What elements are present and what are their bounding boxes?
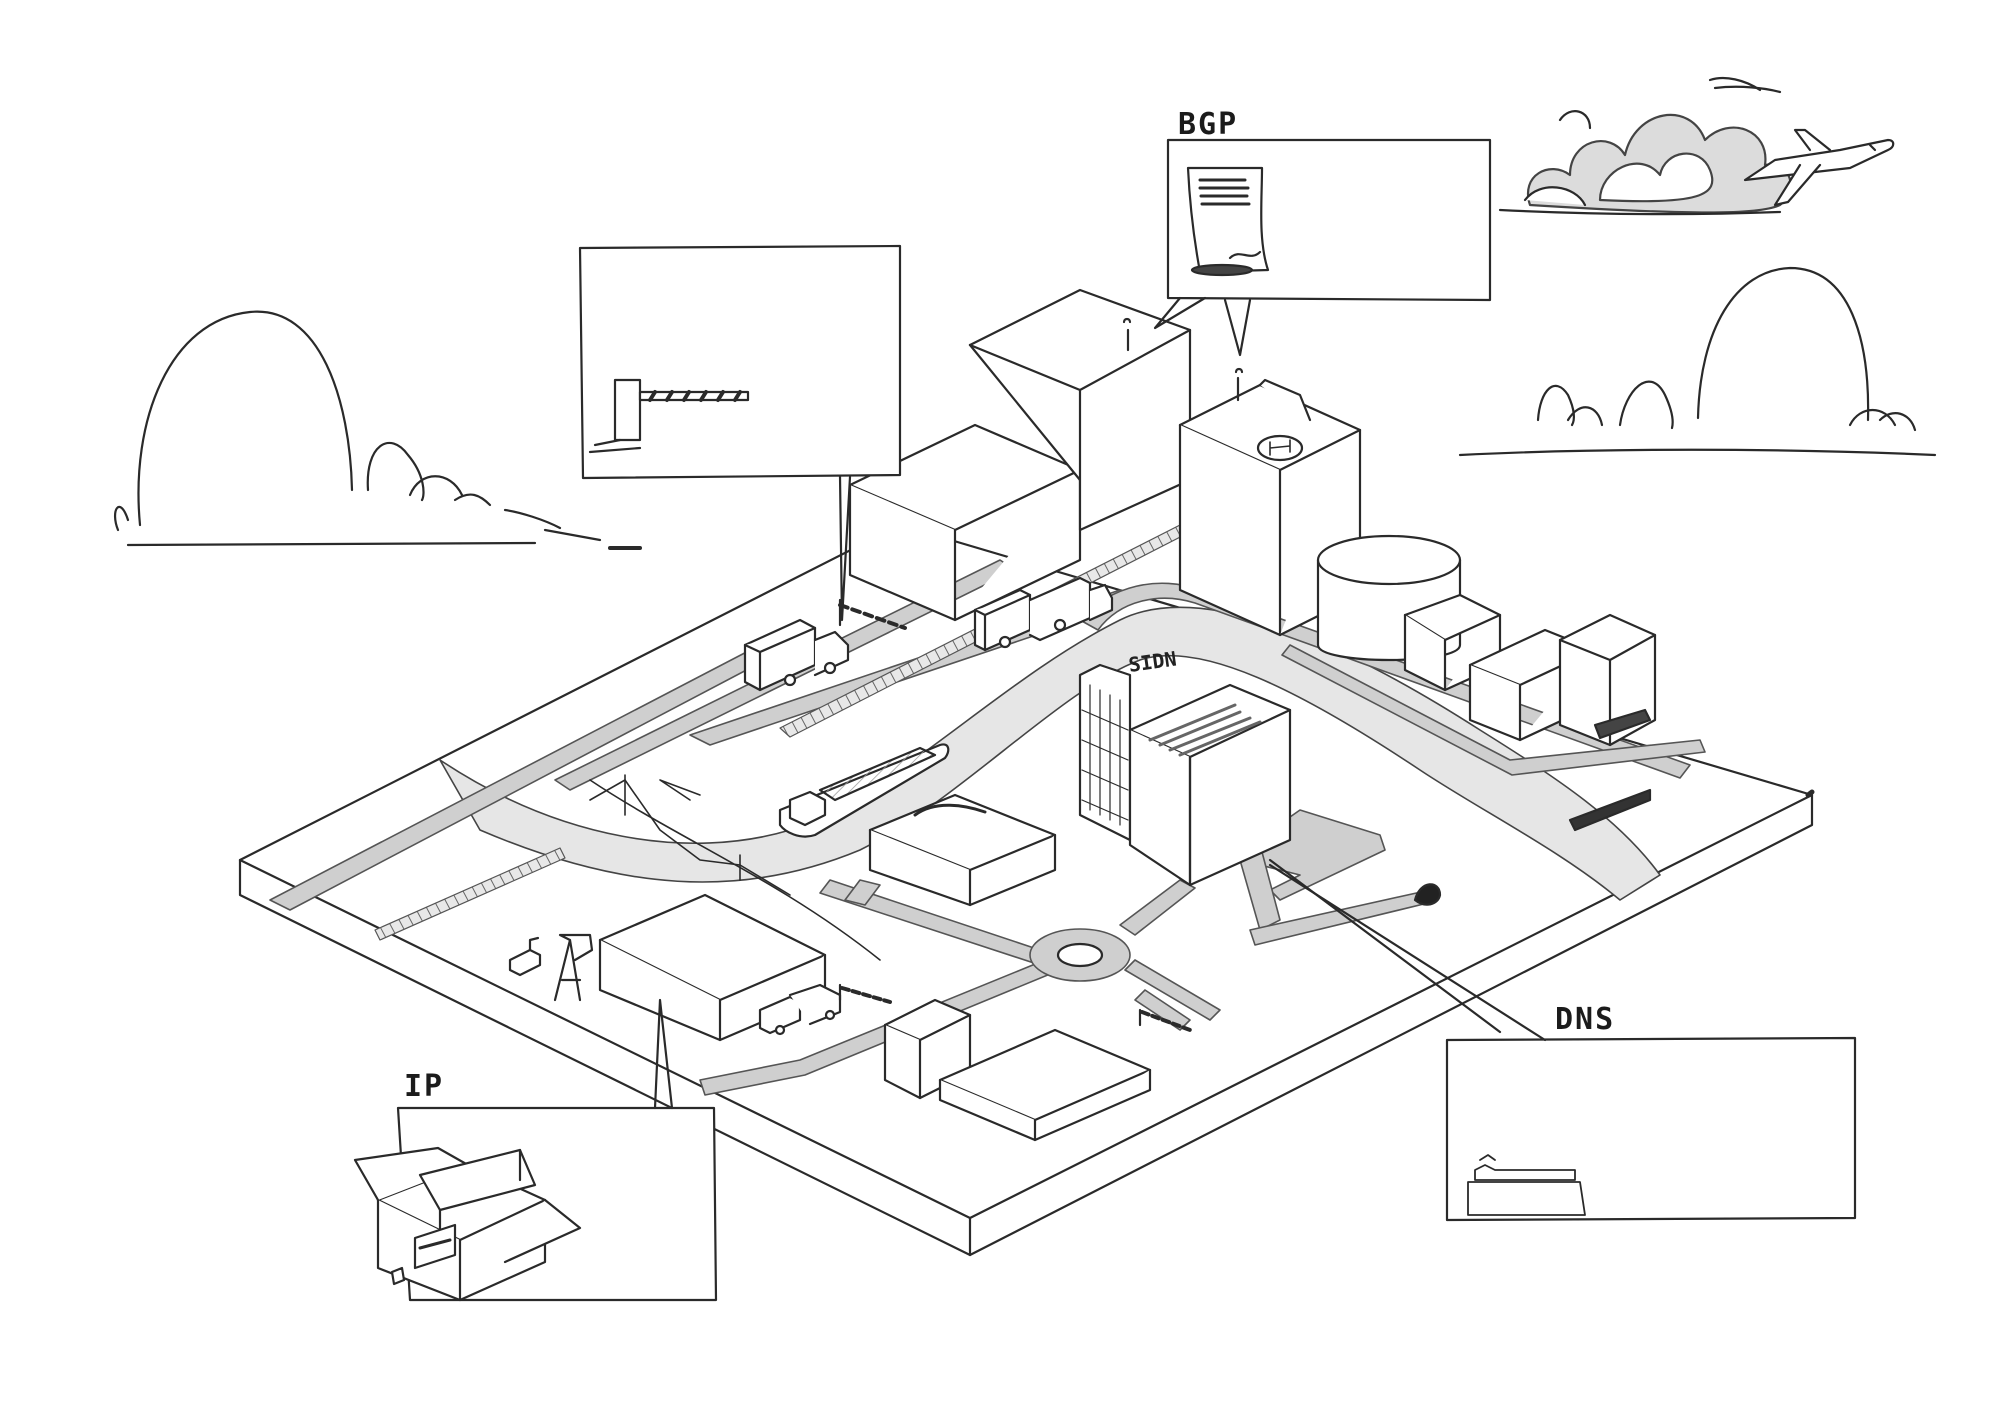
flat-building-bottom	[938, 1028, 1152, 1142]
warehouse-large-top	[848, 423, 1082, 622]
boom-barrier-icon	[588, 378, 750, 454]
dns-label: DNS	[1555, 1002, 1616, 1037]
truck-left	[743, 618, 850, 692]
ip-label: IP	[404, 1069, 445, 1104]
central-warehouse	[868, 793, 1057, 907]
signed-document-icon	[1186, 166, 1270, 277]
office-blocks-right	[1468, 613, 1657, 747]
harbor-crane	[553, 933, 594, 1002]
rail-ramp-right	[1568, 788, 1652, 832]
sidn-server-building	[1128, 683, 1292, 887]
building-tall-top	[968, 288, 1192, 532]
callout-ip-box	[396, 998, 718, 1302]
folder-stack-icon	[1467, 1154, 1586, 1216]
airplane-icon	[1743, 128, 1895, 207]
small-vehicle-left	[508, 936, 542, 977]
delivery-trucks-lower	[758, 983, 842, 1036]
boom-barrier-top	[838, 598, 907, 630]
callout-barrier-box	[578, 244, 902, 622]
right-hill-bush	[1458, 266, 1937, 457]
container-ship	[778, 743, 950, 838]
railway-lower-left	[374, 847, 566, 941]
truck-flat-right	[1593, 708, 1652, 740]
sidn-tower	[1078, 663, 1132, 842]
tunnel-entrance	[1413, 883, 1442, 906]
boom-barrier-center	[838, 983, 1192, 1032]
open-package-box-icon	[353, 1146, 582, 1302]
cloud-cluster	[1498, 76, 1792, 216]
bridge	[589, 774, 881, 961]
left-hill-bush	[114, 310, 642, 550]
person-on-roof-icon	[1122, 317, 1244, 402]
lower-warehouse-left	[598, 893, 827, 1042]
truck-train-center	[973, 576, 1114, 652]
bgp-label: BGP	[1178, 107, 1239, 142]
sidn-label: SIDN	[1126, 646, 1178, 677]
roundabout	[1029, 928, 1131, 982]
